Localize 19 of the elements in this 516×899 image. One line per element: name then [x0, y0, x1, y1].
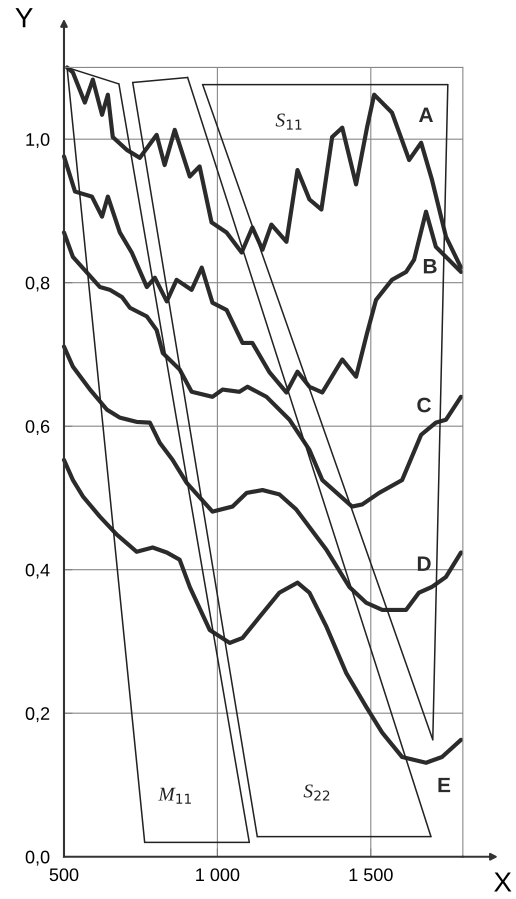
y-axis-title: Y — [15, 8, 33, 28]
series-label: A — [419, 108, 433, 122]
series-label: D — [418, 556, 431, 571]
series-label: B — [424, 258, 437, 274]
y-tick-label: 0,2 — [26, 707, 50, 722]
x-axis-title: X — [494, 872, 512, 892]
annotation: S$_{11}$ — [276, 114, 302, 130]
series-label: E — [438, 778, 450, 792]
x-tick-label: 1 500 — [350, 868, 393, 882]
x-tick-label: 500 — [50, 868, 78, 882]
y-tick-label: 0,4 — [26, 564, 50, 579]
annotation: M$_{11}$ — [158, 788, 191, 804]
y-tick-label: 0,0 — [26, 850, 50, 866]
y-tick-label: 0,8 — [26, 276, 50, 292]
x-tick-label: 1 000 — [196, 868, 240, 882]
y-tick-label: 1,0 — [26, 133, 50, 148]
annotation: S$_{22}$ — [304, 784, 330, 801]
series-label: C — [417, 398, 431, 412]
y-tick-label: 0,6 — [26, 420, 50, 436]
